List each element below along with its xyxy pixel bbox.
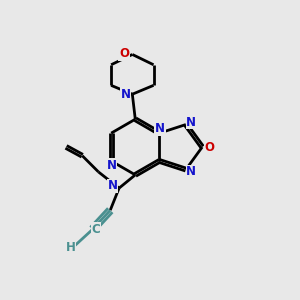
Text: N: N: [186, 165, 196, 178]
Text: H: H: [66, 242, 75, 254]
Text: N: N: [107, 159, 117, 172]
Text: N: N: [121, 88, 131, 101]
Text: O: O: [205, 141, 214, 154]
Text: N: N: [108, 179, 118, 192]
Text: N: N: [155, 122, 165, 135]
Text: N: N: [186, 116, 196, 129]
Text: O: O: [119, 47, 129, 60]
Text: C: C: [92, 223, 100, 236]
